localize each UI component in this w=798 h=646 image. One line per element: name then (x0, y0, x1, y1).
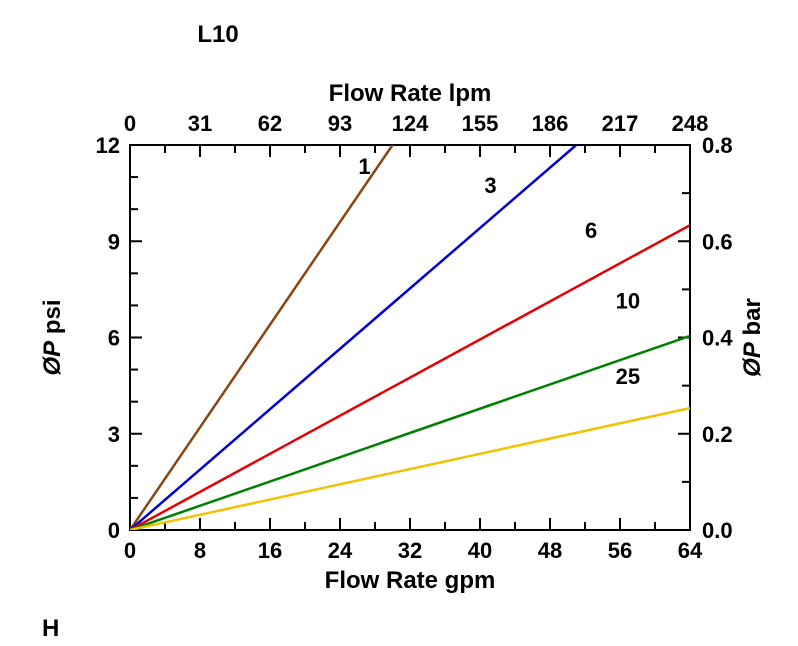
chart-title: L10 (197, 21, 238, 48)
corner-label: H (42, 615, 59, 642)
y-right-tick-label: 0.2 (702, 422, 733, 447)
y-left-tick-label: 3 (108, 422, 120, 447)
x-top-tick-label: 124 (392, 111, 429, 136)
x-top-tick-label: 62 (258, 111, 282, 136)
y-right-tick-label: 0.0 (702, 518, 733, 543)
plot-area (130, 145, 690, 530)
y-right-tick-label: 0.8 (702, 133, 733, 158)
x-top-tick-label: 0 (124, 111, 136, 136)
series-line-10 (130, 336, 690, 530)
x-bottom-tick-label: 24 (328, 538, 353, 563)
series-group (130, 145, 690, 530)
pressure-flow-chart: 0816243240485664Flow Rate gpm03162931241… (0, 0, 798, 646)
series-label-25: 25 (616, 364, 640, 389)
y-right-tick-label: 0.4 (702, 326, 733, 351)
x-bottom-label: Flow Rate gpm (325, 567, 496, 594)
x-bottom-tick-label: 8 (194, 538, 206, 563)
x-top-tick-label: 93 (328, 111, 352, 136)
x-bottom-tick-label: 0 (124, 538, 136, 563)
y-right-tick-label: 0.6 (702, 229, 733, 254)
x-bottom-tick-label: 48 (538, 538, 562, 563)
x-top-label: Flow Rate lpm (329, 80, 492, 107)
x-top-tick-label: 155 (462, 111, 499, 136)
x-top-tick-label: 31 (188, 111, 212, 136)
x-top-tick-label: 217 (602, 111, 639, 136)
y-right-label: ØP bar (739, 298, 766, 377)
x-bottom-tick-label: 32 (398, 538, 422, 563)
series-line-6 (130, 225, 690, 530)
chart-container: 0816243240485664Flow Rate gpm03162931241… (0, 0, 798, 646)
y-left-tick-label: 6 (108, 326, 120, 351)
x-bottom-tick-label: 56 (608, 538, 632, 563)
series-label-10: 10 (616, 289, 640, 314)
series-label-1: 1 (358, 154, 370, 179)
y-left-tick-label: 12 (96, 133, 120, 158)
x-bottom-tick-label: 64 (678, 538, 703, 563)
series-label-3: 3 (484, 173, 496, 198)
y-left-tick-label: 9 (108, 229, 120, 254)
y-left-tick-label: 0 (108, 518, 120, 543)
x-bottom-tick-label: 40 (468, 538, 492, 563)
series-label-6: 6 (585, 218, 597, 243)
y-left-label: ØP psi (39, 299, 66, 375)
x-bottom-tick-label: 16 (258, 538, 282, 563)
series-line-25 (130, 408, 690, 530)
x-top-tick-label: 186 (532, 111, 569, 136)
